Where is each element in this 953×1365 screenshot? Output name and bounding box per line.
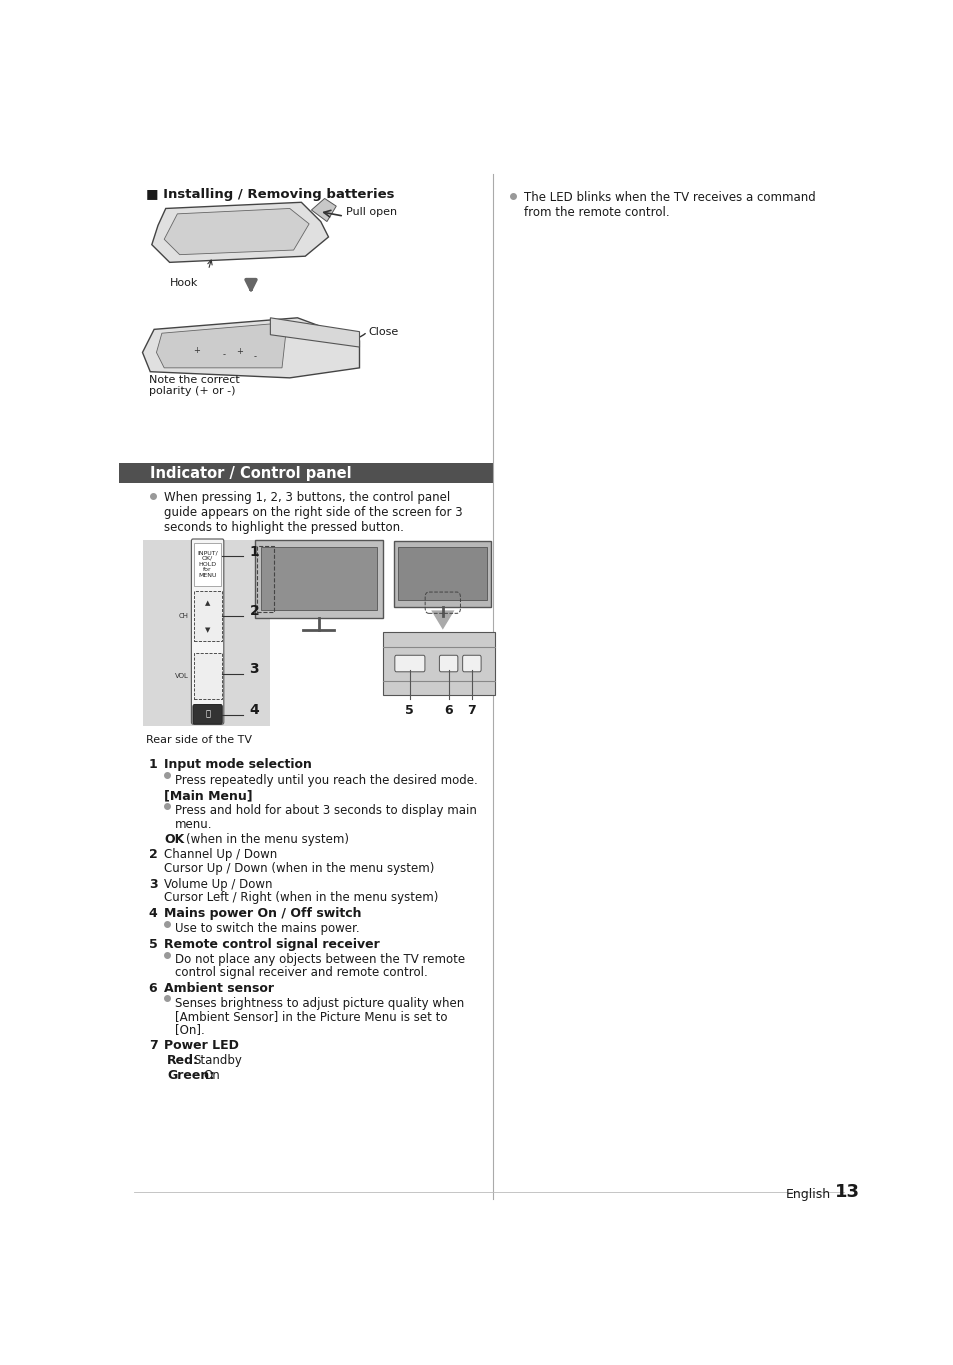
Polygon shape	[270, 318, 359, 347]
Text: Hook: Hook	[170, 277, 198, 288]
Text: 6: 6	[149, 981, 157, 995]
Polygon shape	[431, 610, 454, 629]
Polygon shape	[156, 324, 286, 367]
Text: Input mode selection: Input mode selection	[164, 758, 312, 771]
Polygon shape	[152, 202, 328, 262]
Text: Rear side of the TV: Rear side of the TV	[146, 736, 253, 745]
Bar	[142, 539, 270, 726]
FancyBboxPatch shape	[395, 655, 424, 672]
Text: [On].: [On].	[174, 1024, 205, 1036]
Bar	[194, 543, 220, 586]
Text: +: +	[235, 347, 243, 356]
Text: CH: CH	[179, 613, 189, 620]
Text: (when in the menu system): (when in the menu system)	[186, 833, 349, 846]
Text: 1: 1	[249, 545, 259, 558]
Text: Senses brightness to adjust picture quality when: Senses brightness to adjust picture qual…	[174, 996, 464, 1010]
Text: 7: 7	[149, 1039, 157, 1051]
Text: The LED blinks when the TV receives a command
from the remote control.: The LED blinks when the TV receives a co…	[523, 191, 815, 218]
Text: Green:: Green:	[167, 1069, 214, 1082]
Text: 5: 5	[149, 938, 157, 950]
Text: ▼: ▼	[205, 627, 210, 632]
Text: 2: 2	[249, 605, 259, 618]
Text: Press and hold for about 3 seconds to display main: Press and hold for about 3 seconds to di…	[174, 804, 476, 818]
Text: menu.: menu.	[174, 818, 213, 830]
Text: Power LED: Power LED	[164, 1039, 239, 1051]
Text: 4: 4	[249, 703, 259, 718]
Text: Close: Close	[369, 328, 398, 337]
Text: Remote control signal receiver: Remote control signal receiver	[164, 938, 379, 950]
Text: [Main Menu]: [Main Menu]	[164, 789, 253, 803]
Text: 1: 1	[149, 758, 157, 771]
Text: VOL: VOL	[175, 673, 189, 678]
Text: 3: 3	[249, 662, 259, 676]
FancyBboxPatch shape	[439, 655, 457, 672]
Text: OK: OK	[164, 833, 184, 846]
Text: Cursor Up / Down (when in the menu system): Cursor Up / Down (when in the menu syste…	[164, 863, 435, 875]
Bar	[397, 547, 487, 601]
Text: Indicator / Control panel: Indicator / Control panel	[150, 465, 352, 480]
Polygon shape	[311, 198, 335, 221]
Text: -: -	[253, 352, 256, 360]
Text: INPUT/
OK/
HOLD
for
MENU: INPUT/ OK/ HOLD for MENU	[197, 550, 217, 579]
Bar	[394, 541, 491, 606]
Text: 13: 13	[834, 1183, 859, 1201]
Text: 6: 6	[444, 704, 453, 718]
Text: ▲: ▲	[205, 599, 210, 606]
Text: Use to switch the mains power.: Use to switch the mains power.	[174, 923, 359, 935]
Text: Standby: Standby	[193, 1054, 242, 1067]
Text: Channel Up / Down: Channel Up / Down	[164, 848, 277, 861]
Text: Volume Up / Down: Volume Up / Down	[164, 878, 273, 890]
Text: When pressing 1, 2, 3 buttons, the control panel
guide appears on the right side: When pressing 1, 2, 3 buttons, the contr…	[164, 491, 462, 534]
Bar	[193, 591, 221, 642]
Bar	[257, 546, 274, 612]
Text: control signal receiver and remote control.: control signal receiver and remote contr…	[174, 966, 427, 979]
Bar	[382, 632, 495, 695]
FancyBboxPatch shape	[254, 539, 382, 618]
Text: 7: 7	[467, 704, 476, 718]
Polygon shape	[142, 318, 359, 378]
Text: English: English	[784, 1188, 830, 1201]
Text: 5: 5	[405, 704, 414, 718]
Text: ⏻: ⏻	[205, 710, 210, 719]
Bar	[119, 463, 492, 483]
FancyBboxPatch shape	[193, 704, 222, 725]
Text: Mains power On / Off switch: Mains power On / Off switch	[164, 906, 361, 920]
Text: Press repeatedly until you reach the desired mode.: Press repeatedly until you reach the des…	[174, 774, 477, 786]
FancyBboxPatch shape	[192, 539, 224, 725]
Bar	[261, 547, 376, 610]
Text: On: On	[203, 1069, 219, 1082]
Text: 3: 3	[149, 878, 157, 890]
Text: Cursor Left / Right (when in the menu system): Cursor Left / Right (when in the menu sy…	[164, 891, 438, 905]
Text: 4: 4	[149, 906, 157, 920]
Bar	[193, 652, 221, 699]
Text: Note the correct
polarity (+ or -): Note the correct polarity (+ or -)	[149, 375, 239, 396]
FancyBboxPatch shape	[462, 655, 480, 672]
Text: 2: 2	[149, 848, 157, 861]
Polygon shape	[164, 209, 309, 255]
Text: Red:: Red:	[167, 1054, 199, 1067]
Text: Do not place any objects between the TV remote: Do not place any objects between the TV …	[174, 953, 465, 966]
Text: Pull open: Pull open	[346, 206, 397, 217]
Text: ■ Installing / Removing batteries: ■ Installing / Removing batteries	[146, 188, 395, 202]
Text: -: -	[222, 351, 225, 359]
Text: +: +	[193, 345, 200, 355]
Text: [Ambient Sensor] in the Picture Menu is set to: [Ambient Sensor] in the Picture Menu is …	[174, 1010, 447, 1022]
Text: Ambient sensor: Ambient sensor	[164, 981, 274, 995]
